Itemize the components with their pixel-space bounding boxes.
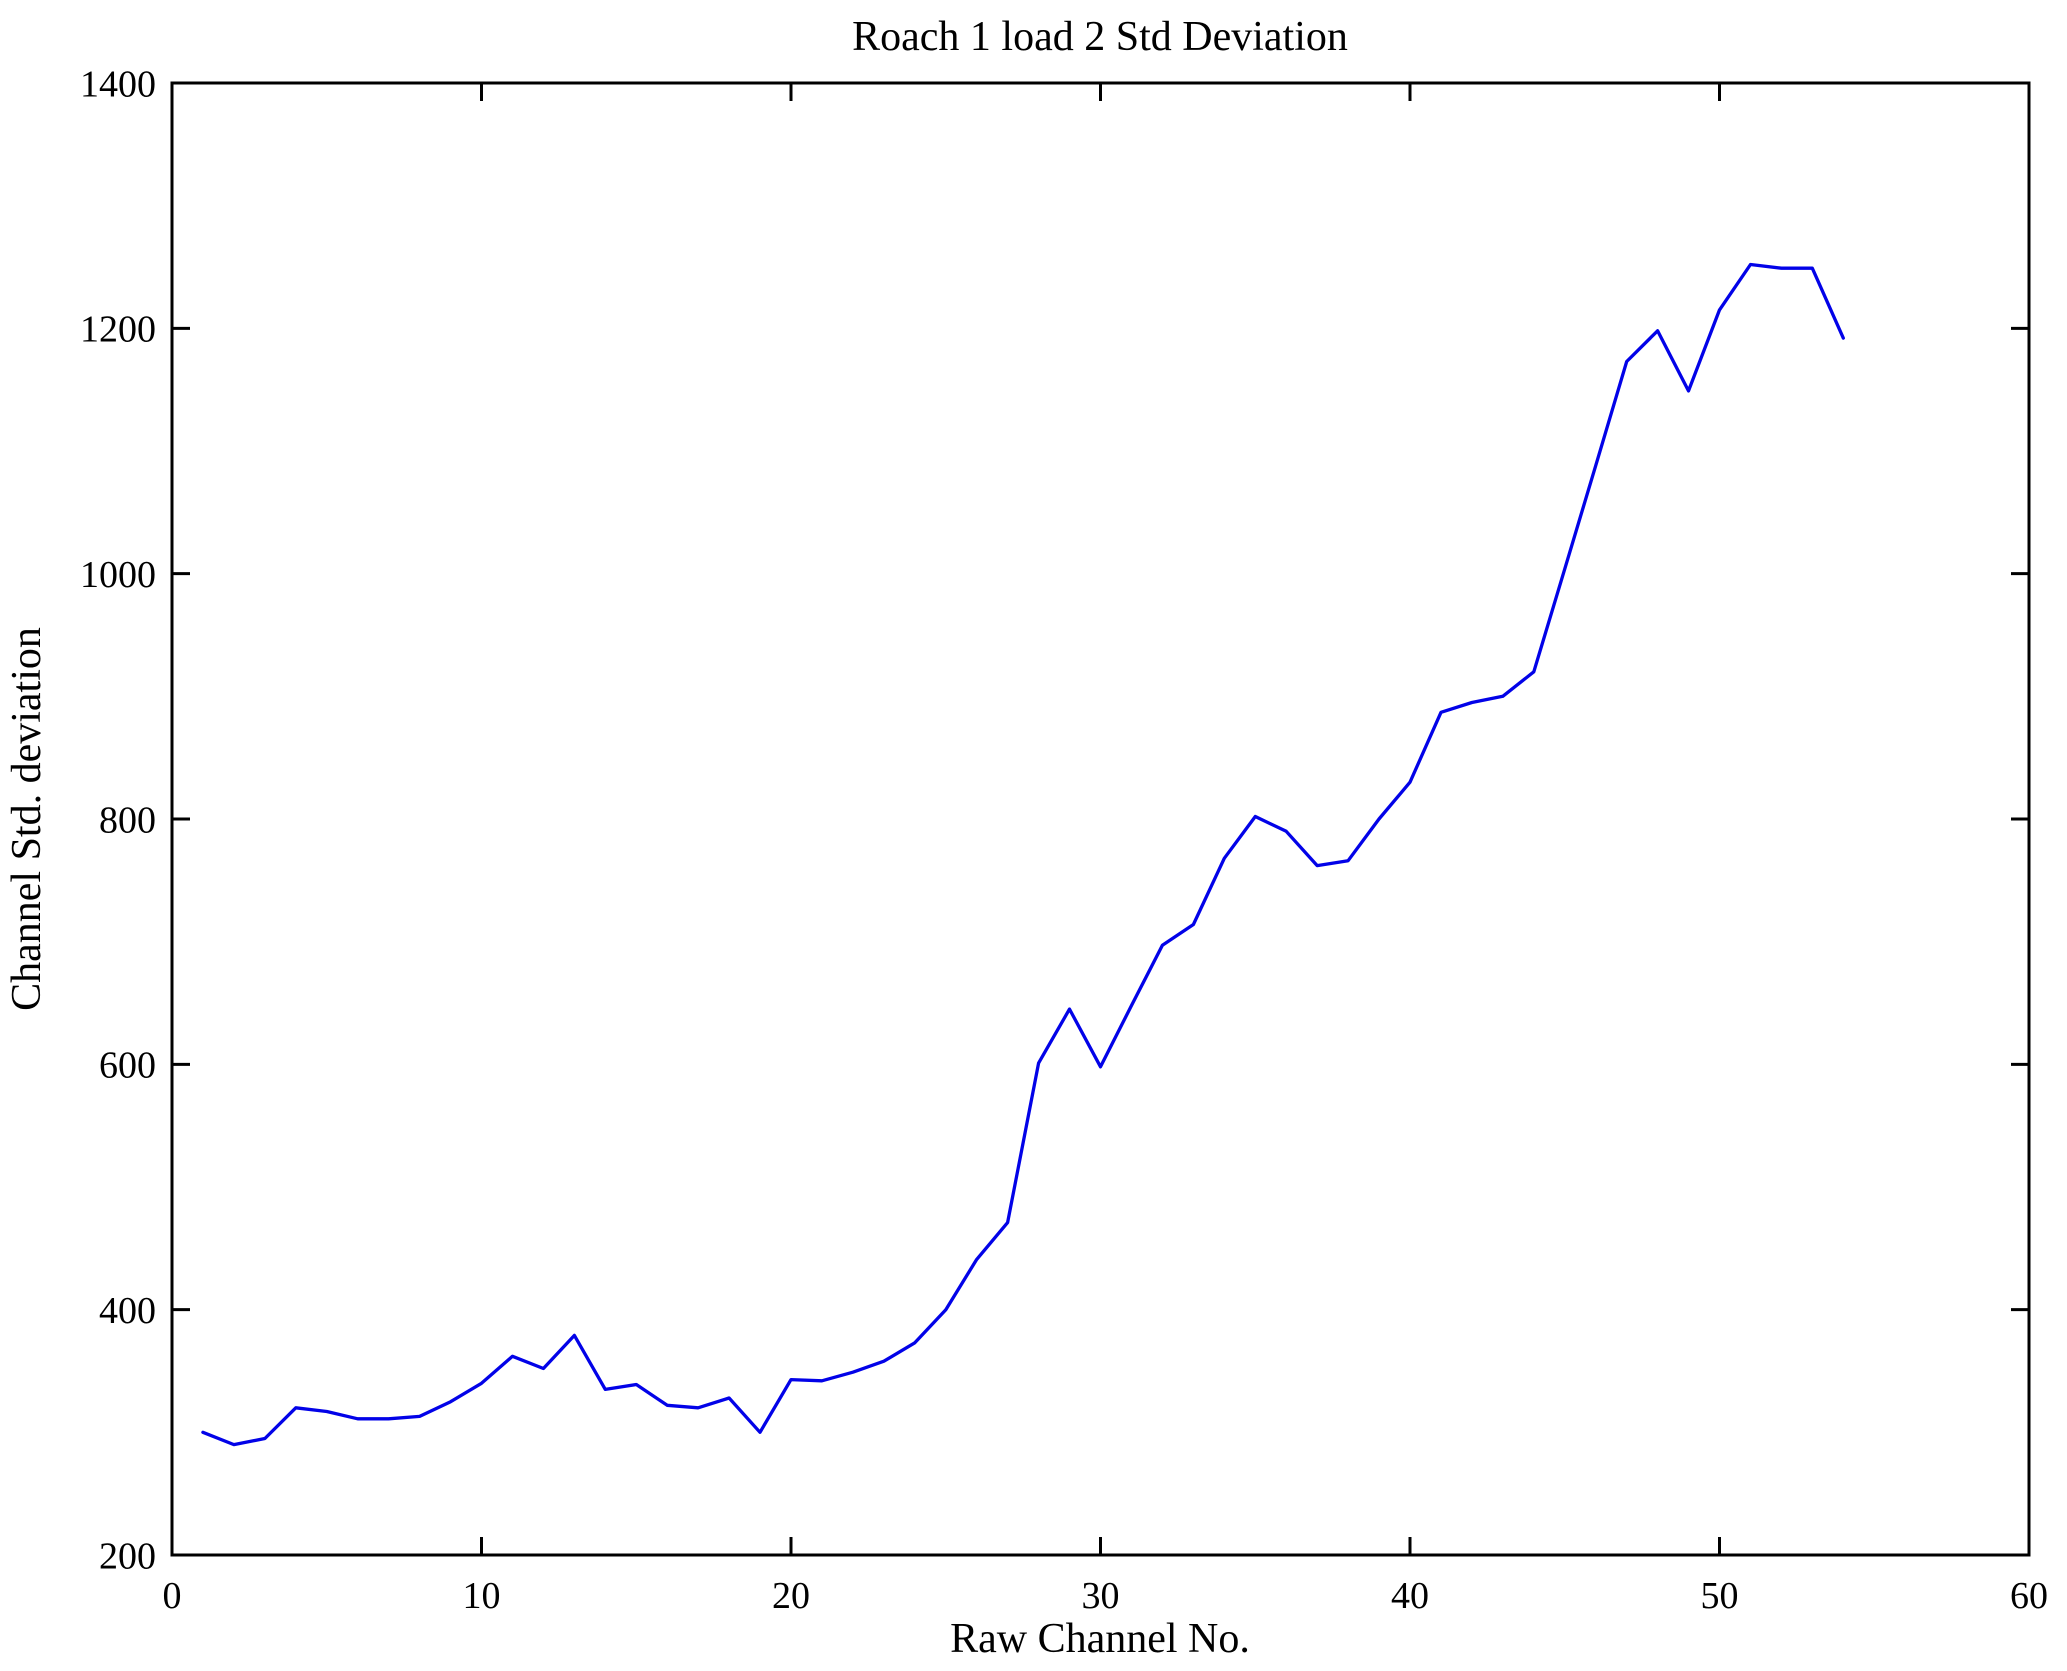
x-tick-label: 20 <box>772 1575 810 1617</box>
plot-box <box>170 81 2031 1557</box>
y-tick-label: 1000 <box>80 554 156 596</box>
y-tick-label: 800 <box>99 799 156 841</box>
x-tick-label: 60 <box>2010 1575 2048 1617</box>
x-tick-label: 50 <box>1701 1575 1739 1617</box>
y-tick-label: 1200 <box>80 309 156 351</box>
y-tick-label: 600 <box>99 1045 156 1087</box>
axes: 0 10 20 30 40 50 60 200 400 600 800 1000 1200 1400 <box>80 63 2048 1617</box>
data-series <box>201 262 1845 1447</box>
x-tick-label: 40 <box>1391 1575 1429 1617</box>
chart-title: Roach 1 load 2 Std Deviation <box>852 14 1348 60</box>
x-tick-label: 30 <box>1082 1575 1120 1617</box>
x-tick-label: 10 <box>463 1575 501 1617</box>
y-tick-label: 1400 <box>80 63 156 105</box>
x-axis-label: Raw Channel No. <box>950 1616 1250 1662</box>
x-tick-label: 0 <box>163 1575 182 1617</box>
y-tick-label: 200 <box>99 1535 156 1577</box>
y-axis-label: Channel Std. deviation <box>4 627 50 1011</box>
y-tick-label: 400 <box>99 1290 156 1332</box>
data-line <box>201 262 1845 1447</box>
